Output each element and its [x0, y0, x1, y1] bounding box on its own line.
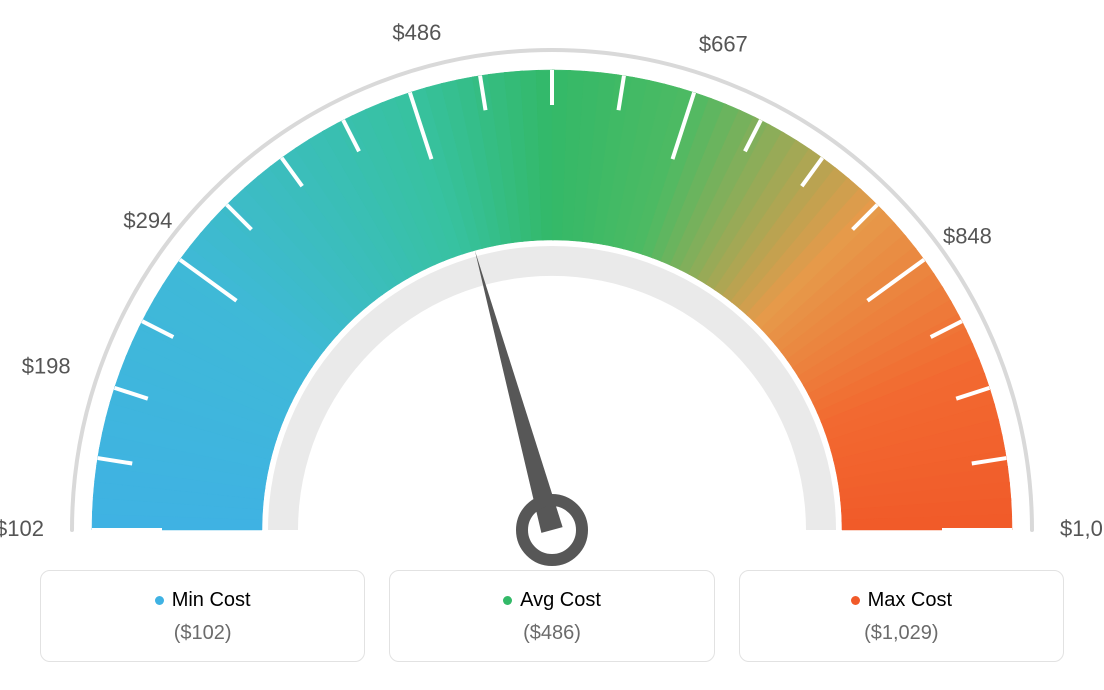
svg-text:$1,029: $1,029: [1060, 516, 1104, 541]
legend-text: Max Cost: [868, 589, 952, 612]
svg-text:$848: $848: [943, 223, 992, 248]
legend-card-min: Min Cost ($102): [40, 570, 365, 662]
legend-card-max: Max Cost ($1,029): [739, 570, 1064, 662]
gauge-svg: $102 $198 $294 $486 $667 $848 $1,029: [0, 0, 1104, 570]
gauge-area: $102 $198 $294 $486 $667 $848 $1,029: [0, 0, 1104, 570]
svg-text:$667: $667: [699, 32, 748, 57]
legend-label-max: Max Cost: [851, 589, 952, 612]
svg-text:$198: $198: [22, 353, 71, 378]
svg-text:$294: $294: [123, 208, 172, 233]
svg-text:$102: $102: [0, 516, 44, 541]
dot-icon: [503, 596, 512, 605]
legend-value-max: ($1,029): [740, 622, 1063, 645]
legend-label-avg: Avg Cost: [503, 589, 601, 612]
legend-label-min: Min Cost: [155, 589, 251, 612]
legend-text: Min Cost: [172, 589, 251, 612]
legend-text: Avg Cost: [520, 589, 601, 612]
legend-card-avg: Avg Cost ($486): [389, 570, 714, 662]
legend-value-avg: ($486): [390, 622, 713, 645]
svg-text:$486: $486: [392, 20, 441, 45]
legend-value-min: ($102): [41, 622, 364, 645]
dot-icon: [851, 596, 860, 605]
legend-row: Min Cost ($102) Avg Cost ($486) Max Cost…: [0, 570, 1104, 662]
cost-gauge-chart: $102 $198 $294 $486 $667 $848 $1,029 Min Cost …: [0, 0, 1104, 690]
dot-icon: [155, 596, 164, 605]
